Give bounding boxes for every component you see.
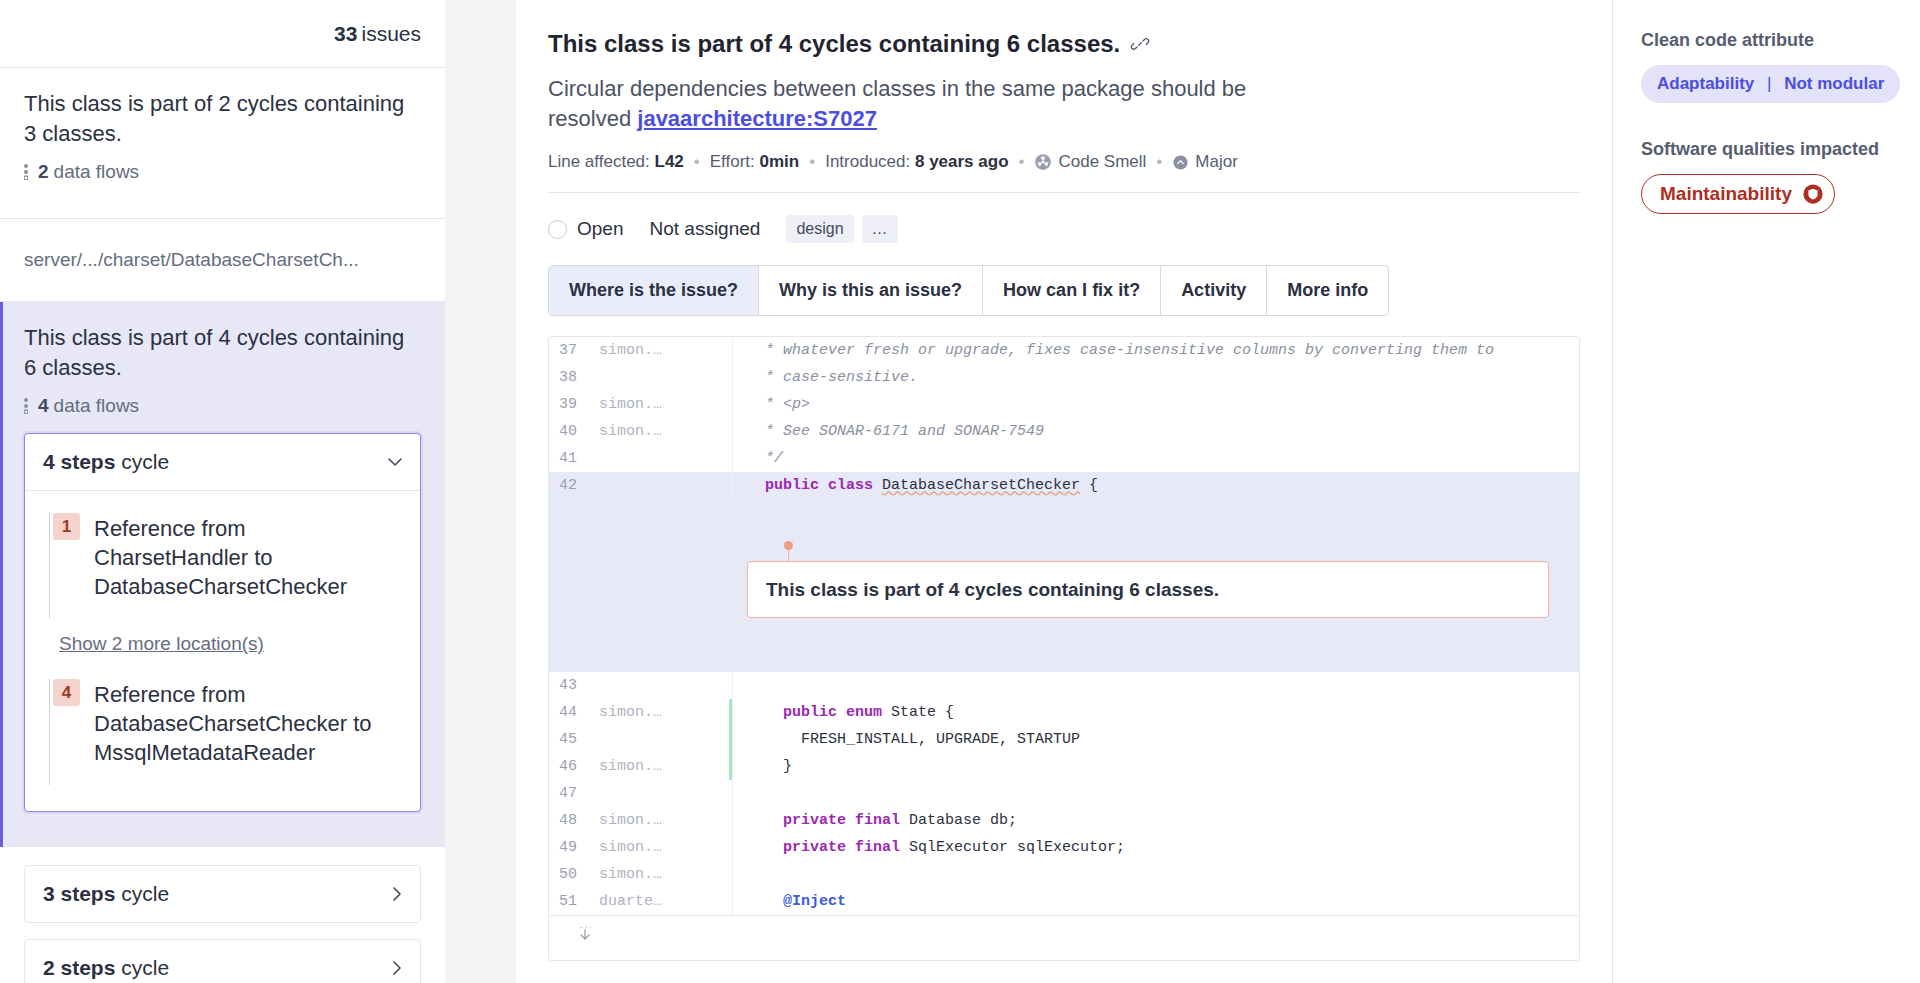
svg-text:.....: ..... [579, 921, 591, 930]
